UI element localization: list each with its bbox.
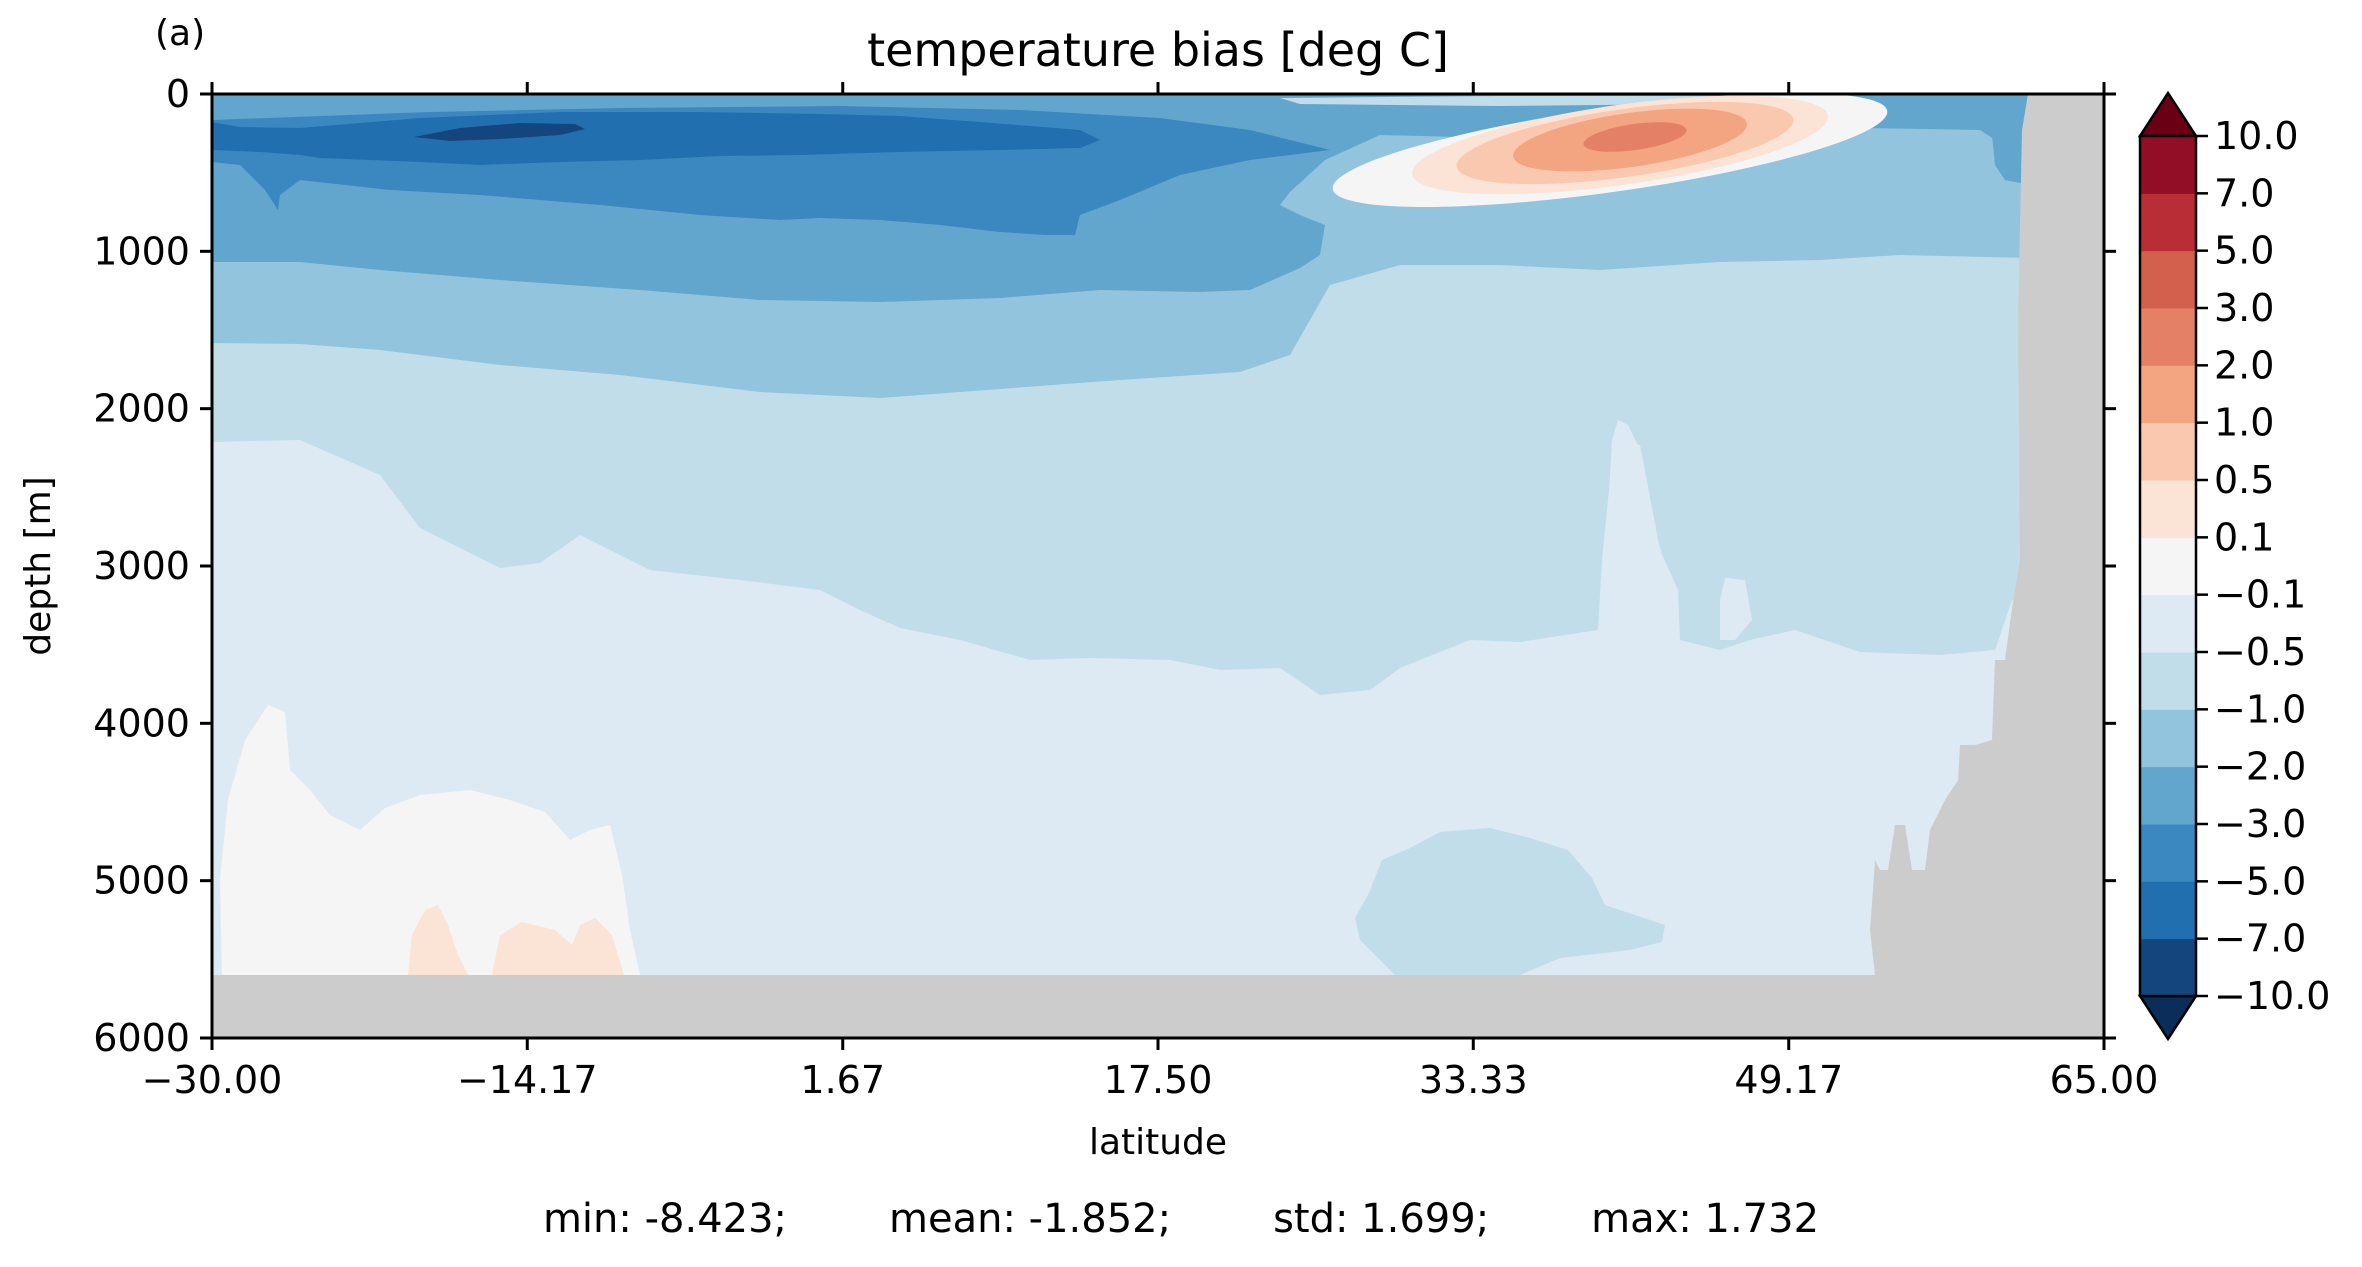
stat-min: min: -8.423; [542, 1196, 788, 1242]
x-axis-label: latitude [1089, 1122, 1227, 1163]
colorbar-tick-label: −3.0 [2214, 802, 2306, 846]
x-tick-label: 1.67 [800, 1058, 885, 1102]
colorbar-swatch [2140, 365, 2196, 424]
colorbar-extend-low [2137, 994, 2199, 1042]
colorbar-swatch [2140, 824, 2196, 882]
stat-max: max: 1.732 [1591, 1196, 1820, 1242]
colorbar-swatch [2140, 766, 2196, 825]
colorbar-swatch [2140, 709, 2196, 768]
chart-title: temperature bias [deg C] [867, 23, 1449, 77]
contour-level-neg7.0 [212, 112, 1100, 165]
colorbar-tick-label: −7.0 [2214, 917, 2306, 961]
y-tick-label: 5000 [93, 859, 190, 903]
y-axis-label: depth [m] [18, 476, 59, 655]
x-axis: −30.00 −14.17 1.67 17.50 33.33 49.17 65.00 [142, 82, 2159, 1102]
colorbar-tick-label: −5.0 [2214, 859, 2306, 903]
colorbar-tick-label: 5.0 [2214, 229, 2274, 273]
colorbar-swatch [2140, 250, 2196, 309]
y-tick-label: 4000 [93, 701, 190, 745]
y-tick-label: 3000 [93, 544, 190, 588]
colorbar-tick-label: 10.0 [2214, 114, 2299, 158]
y-axis: 0 1000 2000 3000 4000 5000 6000 [93, 72, 2116, 1060]
contour-level-2.0 [1583, 122, 1687, 152]
colorbar-swatch [2140, 422, 2196, 481]
stats-line: min: -8.423; mean: -1.852; std: 1.699; max:… [0, 1196, 2362, 1242]
x-tick-label: −14.17 [457, 1058, 598, 1102]
colorbar-tick-label: 1.0 [2214, 401, 2274, 445]
stat-std: std: 1.699; [1273, 1196, 1490, 1242]
land-mask [212, 94, 2104, 1038]
contour-level-south-deep-neutral [220, 705, 640, 975]
land-seafloor [212, 975, 2104, 1038]
panel-label: (a) [155, 13, 205, 54]
x-tick-label: 33.33 [1419, 1058, 1528, 1102]
contour-level-right-edge [1992, 130, 2030, 185]
land-northern-shelf [1870, 94, 2104, 975]
x-tick-label: 49.17 [1734, 1058, 1843, 1102]
x-tick-label: 65.00 [2050, 1058, 2159, 1102]
y-tick-label: 1000 [93, 229, 190, 273]
y-tick-label: 0 [166, 72, 190, 116]
colorbar-swatch [2140, 652, 2196, 710]
x-tick-label: 17.50 [1104, 1058, 1213, 1102]
colorbar-swatch [2140, 537, 2196, 596]
colorbar-swatch [2140, 594, 2196, 653]
colorbar-tick-label: 7.0 [2214, 171, 2274, 215]
contour-level-south-deep-warm-2 [492, 918, 624, 975]
contour-level-deep-column-2 [1720, 578, 1752, 640]
colorbar-tick-label: −0.1 [2214, 573, 2306, 617]
colorbar-tick-label: −1.0 [2214, 687, 2306, 731]
colorbar-swatch [2140, 938, 2196, 997]
contour-level-south-deep-warm-1 [408, 905, 468, 975]
x-tick-label: −30.00 [142, 1058, 283, 1102]
colorbar-swatch [2140, 193, 2196, 252]
colorbar-frame [2138, 134, 2198, 998]
colorbar-tick-label: −10.0 [2214, 974, 2330, 1018]
y-tick-label: 2000 [93, 387, 190, 431]
colorbar-swatch [2140, 308, 2196, 366]
colorbar-tick-label: 3.0 [2214, 286, 2274, 330]
colorbar-tick-label: 0.1 [2214, 515, 2274, 559]
y-tick-label: 6000 [93, 1016, 190, 1060]
contour-field [212, 94, 2104, 1038]
contour-level-deep-column [1605, 420, 1680, 645]
contour-level-neg10.0 [414, 123, 585, 141]
colorbar-swatch [2140, 136, 2196, 194]
colorbar-extend-high [2137, 90, 2199, 138]
colorbar-swatch [2140, 881, 2196, 940]
contour-level-north-deep-cool [1355, 828, 1665, 975]
stat-mean: mean: -1.852; [889, 1196, 1172, 1242]
colorbar: −10.0 −7.0 −5.0 −3.0 −2.0 −1.0 −0.5 −0.1 0.1 0.5 1… [2137, 90, 2330, 1042]
colorbar-tick-label: 2.0 [2214, 343, 2274, 387]
colorbar-tick-label: −2.0 [2214, 745, 2306, 789]
colorbar-tick-label: 0.5 [2214, 458, 2274, 502]
colorbar-swatch [2140, 480, 2196, 538]
colorbar-tick-label: −0.5 [2214, 630, 2306, 674]
